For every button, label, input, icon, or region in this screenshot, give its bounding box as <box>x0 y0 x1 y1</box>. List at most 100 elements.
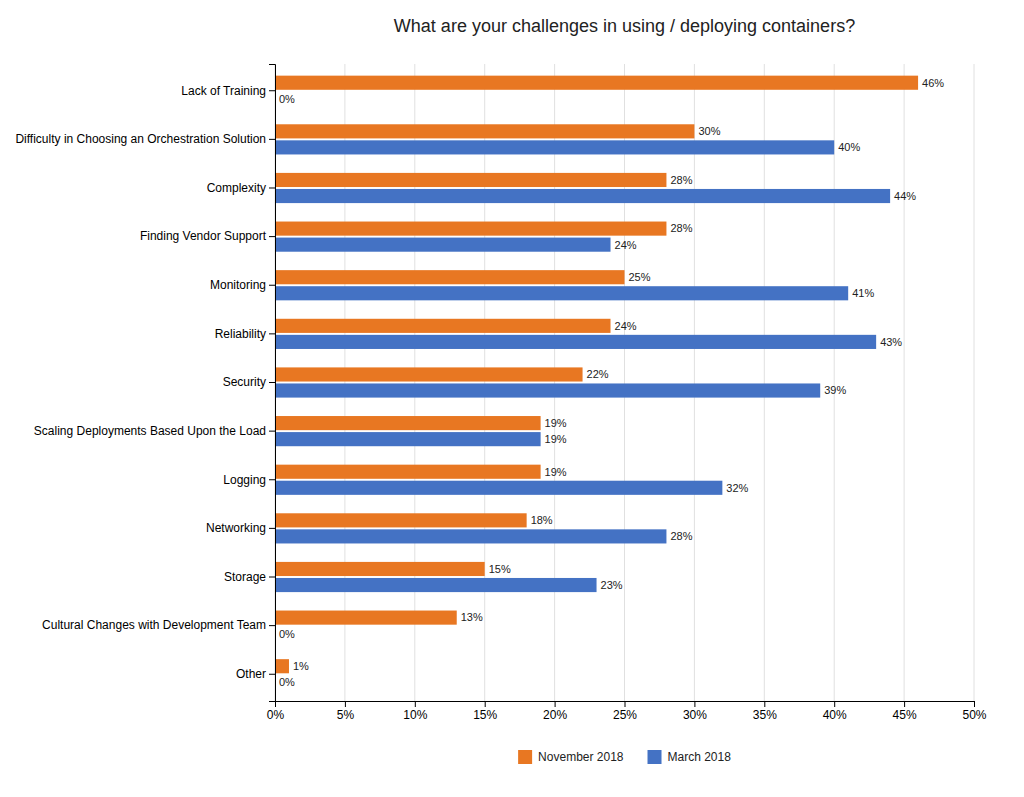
y-axis-line <box>269 65 276 702</box>
bar <box>275 140 834 154</box>
x-tick-label: 20% <box>543 708 567 722</box>
x-tick-label: 10% <box>403 708 427 722</box>
chart-svg: 1%13%15%18%19%19%22%24%25%28%28%30%46%0%… <box>0 0 1024 797</box>
data-label: 1% <box>293 660 309 672</box>
bar <box>275 367 583 381</box>
data-label: 39% <box>824 384 846 396</box>
data-label: 15% <box>489 563 511 575</box>
grid-line <box>624 64 625 701</box>
y-tick-label: Lack of Training <box>181 84 266 98</box>
data-label: 40% <box>838 141 860 153</box>
y-tick-mark <box>269 187 275 188</box>
legend-label: November 2018 <box>538 750 624 764</box>
x-axis: 0% 5% 10% 15% 20% 25% 30% 35% 40% 45% 50% <box>267 701 987 722</box>
data-label: 18% <box>531 514 553 526</box>
data-label: 28% <box>670 174 692 186</box>
bar <box>275 465 541 479</box>
bar <box>275 238 611 252</box>
y-tick: Lack of Training <box>181 84 275 98</box>
y-tick-label: Monitoring <box>210 278 266 292</box>
y-tick-label: Reliability <box>215 327 266 341</box>
data-labels: 1%13%15%18%19%19%22%24%25%28%28%30%46%0%… <box>279 77 944 689</box>
x-tick: 30% <box>683 701 707 722</box>
y-tick: Complexity <box>207 181 275 195</box>
x-tick: 35% <box>753 701 777 722</box>
grid-line <box>554 64 555 701</box>
legend-item: November 2018 <box>518 750 624 764</box>
y-tick-mark <box>269 333 275 334</box>
y-tick-mark <box>269 139 275 140</box>
data-label: 25% <box>629 271 651 283</box>
x-tick-label: 0% <box>267 708 285 722</box>
grid <box>275 64 974 701</box>
y-tick-mark <box>269 285 275 286</box>
x-tick-label: 25% <box>613 708 637 722</box>
y-tick: Reliability <box>215 327 275 341</box>
bar <box>275 578 597 592</box>
grid-line <box>694 64 695 701</box>
y-tick-label: Cultural Changes with Development Team <box>42 618 266 632</box>
y-tick: Cultural Changes with Development Team <box>42 618 275 632</box>
x-tick: 5% <box>337 701 355 722</box>
bar <box>275 286 848 300</box>
y-tick-mark <box>269 625 275 626</box>
data-label: 24% <box>615 239 637 251</box>
y-tick: Monitoring <box>210 278 275 292</box>
data-label: 19% <box>545 417 567 429</box>
x-tick-label: 35% <box>753 708 777 722</box>
x-tick-mark <box>485 701 486 707</box>
legend-swatch <box>648 750 662 764</box>
x-tick-mark <box>834 701 835 707</box>
bar <box>275 562 485 576</box>
y-tick-label: Finding Vendor Support <box>140 229 267 243</box>
x-tick: 40% <box>823 701 847 722</box>
x-tick-mark <box>904 701 905 707</box>
y-tick: Finding Vendor Support <box>140 229 275 243</box>
data-label: 22% <box>587 368 609 380</box>
bar <box>275 432 541 446</box>
bar <box>275 222 666 236</box>
grid-line <box>974 64 975 701</box>
x-tick: 0% <box>267 701 285 722</box>
legend-swatch <box>518 750 532 764</box>
bars <box>275 76 918 674</box>
chart-container: 1%13%15%18%19%19%22%24%25%28%28%30%46%0%… <box>0 0 1024 797</box>
data-label: 0% <box>279 676 295 688</box>
bar-series <box>275 76 918 674</box>
y-tick-mark <box>269 528 275 529</box>
x-tick-label: 5% <box>337 708 355 722</box>
y-tick: Other <box>236 667 275 681</box>
grid-line <box>764 64 765 701</box>
x-tick: 15% <box>473 701 497 722</box>
x-tick-label: 45% <box>893 708 917 722</box>
x-tick: 10% <box>403 701 427 722</box>
y-tick: Scaling Deployments Based Upon the Load <box>34 424 275 438</box>
y-tick-label: Difficulty in Choosing an Orchestration … <box>15 132 266 146</box>
y-tick-label: Other <box>236 667 266 681</box>
bar <box>275 319 611 333</box>
bar <box>275 513 527 527</box>
x-tick-mark <box>764 701 765 707</box>
bar <box>275 173 666 187</box>
x-axis-line <box>276 702 975 708</box>
data-label: 46% <box>922 77 944 89</box>
y-tick-mark <box>269 431 275 432</box>
data-label: 0% <box>279 628 295 640</box>
x-tick-mark <box>694 701 695 707</box>
data-label: 43% <box>880 336 902 348</box>
bar <box>275 270 625 284</box>
data-label: 41% <box>852 287 874 299</box>
x-tick-label: 30% <box>683 708 707 722</box>
x-tick: 50% <box>962 701 986 722</box>
bar <box>275 481 722 495</box>
chart-title: What are your challenges in using / depl… <box>394 16 855 36</box>
x-tick-label: 15% <box>473 708 497 722</box>
y-tick-label: Scaling Deployments Based Upon the Load <box>34 424 266 438</box>
data-label: 30% <box>698 125 720 137</box>
y-tick-mark <box>269 382 275 383</box>
x-tick-mark <box>555 701 556 707</box>
data-label: 0% <box>279 93 295 105</box>
y-tick: Security <box>223 375 275 389</box>
x-tick-mark <box>974 701 975 707</box>
y-axis: Other Cultural Changes with Development T… <box>15 65 275 702</box>
